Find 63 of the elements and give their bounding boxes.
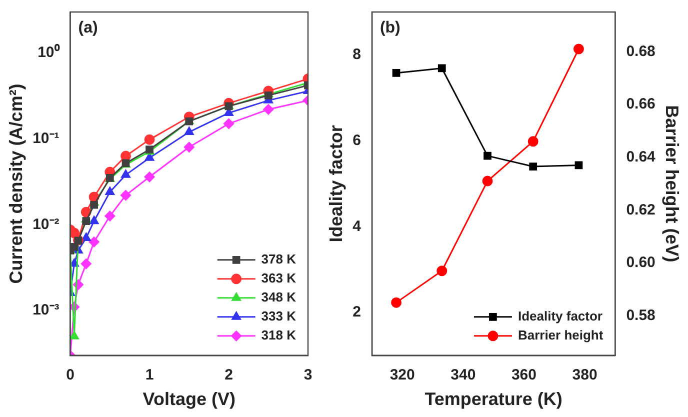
x-tick-label: 3 <box>304 366 312 384</box>
point <box>224 118 234 129</box>
annotation: (b) <box>380 19 400 36</box>
point <box>184 126 194 136</box>
point <box>263 104 274 115</box>
point <box>144 134 155 145</box>
y2-tick-label: 0.64 <box>626 148 656 166</box>
y-tick-label: 6 <box>352 132 361 149</box>
point <box>144 172 155 182</box>
point <box>90 200 98 209</box>
point <box>482 176 493 186</box>
y-tick-label: 2 <box>352 304 361 321</box>
point <box>104 210 116 222</box>
legend-label: Ideality factor <box>518 308 602 324</box>
point <box>391 297 402 308</box>
point <box>264 92 272 100</box>
point <box>80 258 92 270</box>
y2-tick-label: 0.60 <box>626 254 656 272</box>
point <box>121 170 130 178</box>
x-axis-title: Temperature (K) <box>424 389 562 410</box>
y-tick-label: 10⁰ <box>38 43 60 62</box>
y-tick-label: 8 <box>352 46 361 64</box>
point <box>184 142 194 152</box>
point <box>89 216 99 224</box>
x-tick-label: 340 <box>450 366 476 384</box>
x-axis-title: Voltage (V) <box>142 389 236 410</box>
point <box>105 186 115 196</box>
point <box>88 236 100 248</box>
annotation: (a) <box>78 19 98 36</box>
y-tick-label: 10⁻² <box>32 216 60 233</box>
point <box>82 217 90 226</box>
legend-label: 378 K <box>261 251 297 266</box>
y-tick-label: 10⁻³ <box>32 302 60 319</box>
x-tick-label: 380 <box>572 366 598 384</box>
x-tick-label: 320 <box>390 366 415 384</box>
y-tick-label: 4 <box>352 218 362 235</box>
point <box>574 161 583 170</box>
y2-tick-label: 0.66 <box>626 96 656 113</box>
x-tick-label: 0 <box>66 366 74 384</box>
legend-label: 318 K <box>261 327 297 342</box>
point <box>81 232 91 241</box>
point <box>573 44 584 54</box>
legend-label: 348 K <box>261 289 297 304</box>
point <box>484 152 492 160</box>
point <box>120 190 131 201</box>
y-axis-title: Ideality factor <box>326 125 346 242</box>
legend-label: 363 K <box>261 270 297 286</box>
y2-axis-title: Barrier height (eV) <box>662 105 682 262</box>
point <box>529 162 538 170</box>
x-tick-label: 1 <box>145 366 154 384</box>
point <box>438 64 446 72</box>
y-axis-title: Current density (A/cm²) <box>6 84 26 284</box>
y-tick-label: 10⁻¹ <box>32 130 60 147</box>
point <box>436 266 448 276</box>
legend-label: 333 K <box>261 308 297 324</box>
point <box>392 69 400 77</box>
x-tick-label: 360 <box>511 366 536 384</box>
y2-tick-label: 0.58 <box>626 306 656 324</box>
y2-tick-label: 0.62 <box>626 201 656 218</box>
x-tick-label: 2 <box>224 366 233 384</box>
point <box>528 136 538 147</box>
y2-tick-label: 0.68 <box>626 42 656 60</box>
legend-label: Barrier height <box>518 327 604 342</box>
